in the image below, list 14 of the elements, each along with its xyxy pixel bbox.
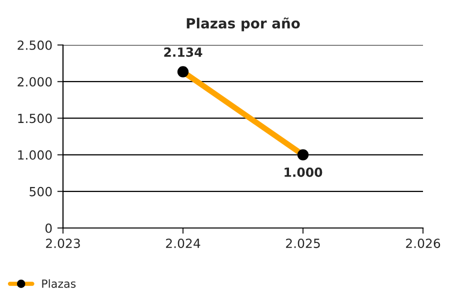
x-tick-label: 2.025 [286, 238, 320, 248]
data-label: 1.000 [284, 168, 322, 177]
chart-title: Plazas por año [186, 18, 300, 32]
data-label: 2.134 [164, 47, 202, 57]
y-tick-label: 1.500 [18, 114, 52, 124]
x-tick-label: 2.023 [46, 238, 80, 248]
x-tick-label: 2.026 [406, 238, 440, 248]
y-tick-label: 2.500 [18, 40, 52, 50]
y-tick-label: 2.000 [18, 77, 52, 87]
y-tick-label: 0 [45, 223, 52, 233]
legend-label: Plazas [42, 279, 76, 288]
y-tick-label: 1.000 [18, 150, 52, 160]
y-tick-label: 500 [30, 186, 52, 196]
x-tick-label: 2.024 [166, 238, 200, 248]
